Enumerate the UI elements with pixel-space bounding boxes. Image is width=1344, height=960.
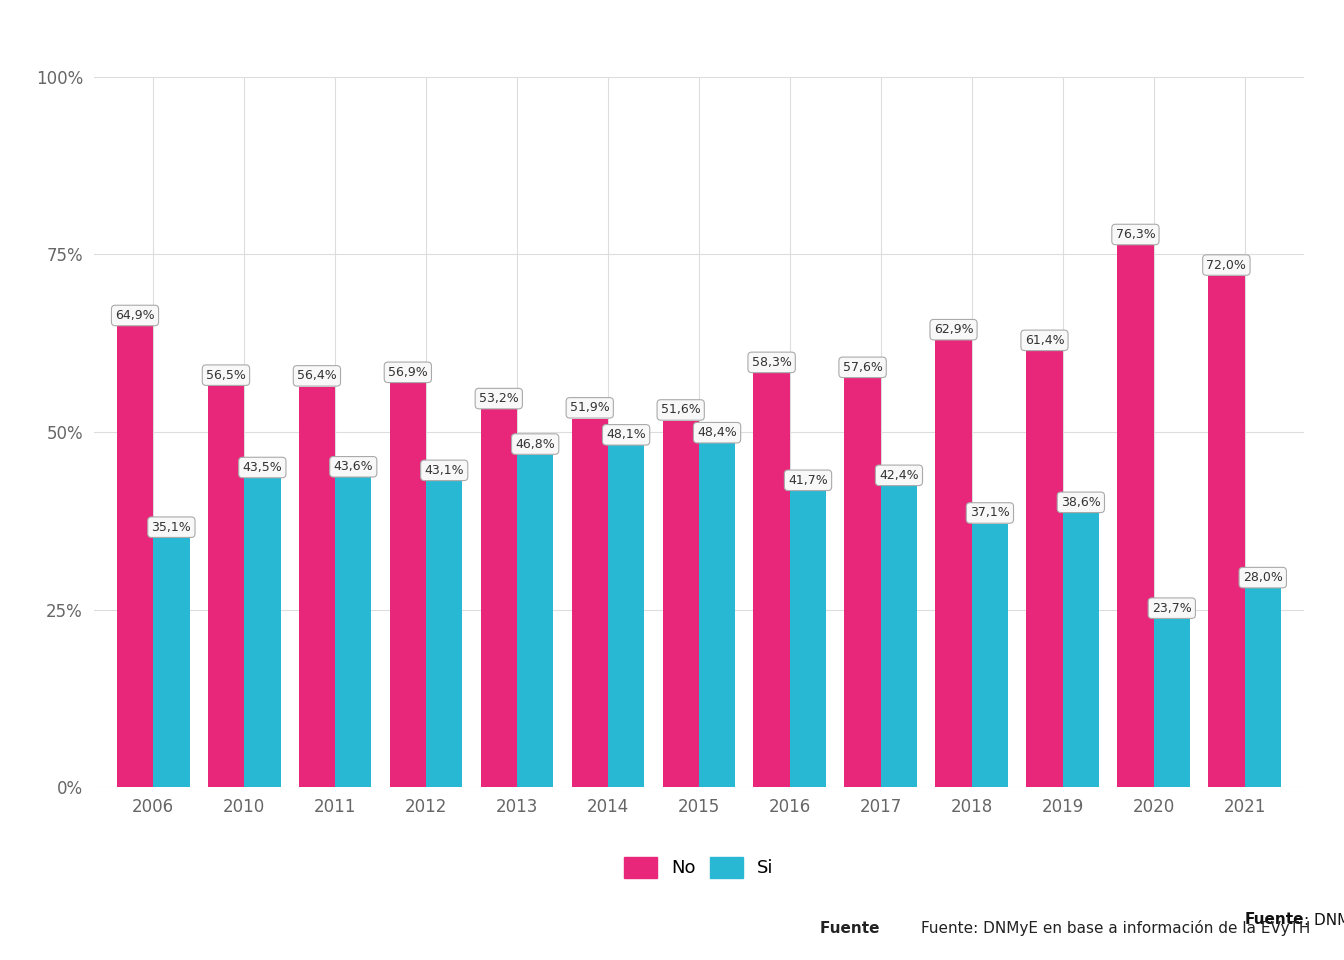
Bar xyxy=(245,478,281,787)
Text: 43,6%: 43,6% xyxy=(333,460,374,473)
Text: 48,1%: 48,1% xyxy=(606,428,646,442)
Bar xyxy=(1063,513,1099,787)
Bar xyxy=(390,383,426,787)
Bar xyxy=(298,387,335,787)
Bar xyxy=(1117,245,1153,787)
Text: 58,3%: 58,3% xyxy=(751,356,792,369)
Bar xyxy=(517,455,554,787)
Text: 56,9%: 56,9% xyxy=(388,366,427,379)
Legend: No, Si: No, Si xyxy=(624,856,774,877)
Text: 51,6%: 51,6% xyxy=(661,403,700,417)
Bar xyxy=(335,477,371,787)
Bar xyxy=(117,326,153,787)
Bar xyxy=(607,445,644,787)
Text: 56,5%: 56,5% xyxy=(206,369,246,382)
Text: 37,1%: 37,1% xyxy=(970,507,1009,519)
Bar xyxy=(935,341,972,787)
Text: 72,0%: 72,0% xyxy=(1207,258,1246,272)
Bar xyxy=(663,420,699,787)
Bar xyxy=(153,538,190,787)
Bar xyxy=(571,419,607,787)
Text: 64,9%: 64,9% xyxy=(116,309,155,322)
Text: 42,4%: 42,4% xyxy=(879,468,919,482)
Text: 35,1%: 35,1% xyxy=(152,520,191,534)
Text: 48,4%: 48,4% xyxy=(698,426,737,439)
Text: 43,5%: 43,5% xyxy=(242,461,282,474)
Text: : DNMyE en base a información de la EVyTH: : DNMyE en base a información de la EVyT… xyxy=(1304,912,1344,927)
Bar xyxy=(844,378,880,787)
Bar xyxy=(699,444,735,787)
Text: 53,2%: 53,2% xyxy=(478,392,519,405)
Bar xyxy=(1245,588,1281,787)
Text: 23,7%: 23,7% xyxy=(1152,602,1192,614)
Text: 76,3%: 76,3% xyxy=(1116,228,1156,241)
Text: Fuente: Fuente xyxy=(820,921,1310,936)
Bar xyxy=(754,373,790,787)
Text: 56,4%: 56,4% xyxy=(297,370,337,382)
Text: Fuente: Fuente xyxy=(1245,912,1304,926)
Bar xyxy=(426,481,462,787)
Bar xyxy=(481,409,517,787)
Text: 46,8%: 46,8% xyxy=(515,438,555,450)
Bar xyxy=(1153,619,1189,787)
Bar xyxy=(1208,276,1245,787)
Text: 61,4%: 61,4% xyxy=(1024,334,1064,347)
Text: 41,7%: 41,7% xyxy=(788,474,828,487)
Text: 38,6%: 38,6% xyxy=(1060,495,1101,509)
Bar xyxy=(880,486,917,787)
Text: 28,0%: 28,0% xyxy=(1243,571,1282,584)
Text: 62,9%: 62,9% xyxy=(934,324,973,336)
Bar xyxy=(790,491,827,787)
Text: 57,6%: 57,6% xyxy=(843,361,883,373)
Bar xyxy=(208,386,245,787)
Bar xyxy=(972,523,1008,787)
Text: 43,1%: 43,1% xyxy=(425,464,464,477)
Text: Fuente: DNMyE en base a información de la EVyTH: Fuente: DNMyE en base a información de l… xyxy=(921,920,1310,936)
Text: 51,9%: 51,9% xyxy=(570,401,610,415)
Bar xyxy=(1027,351,1063,787)
